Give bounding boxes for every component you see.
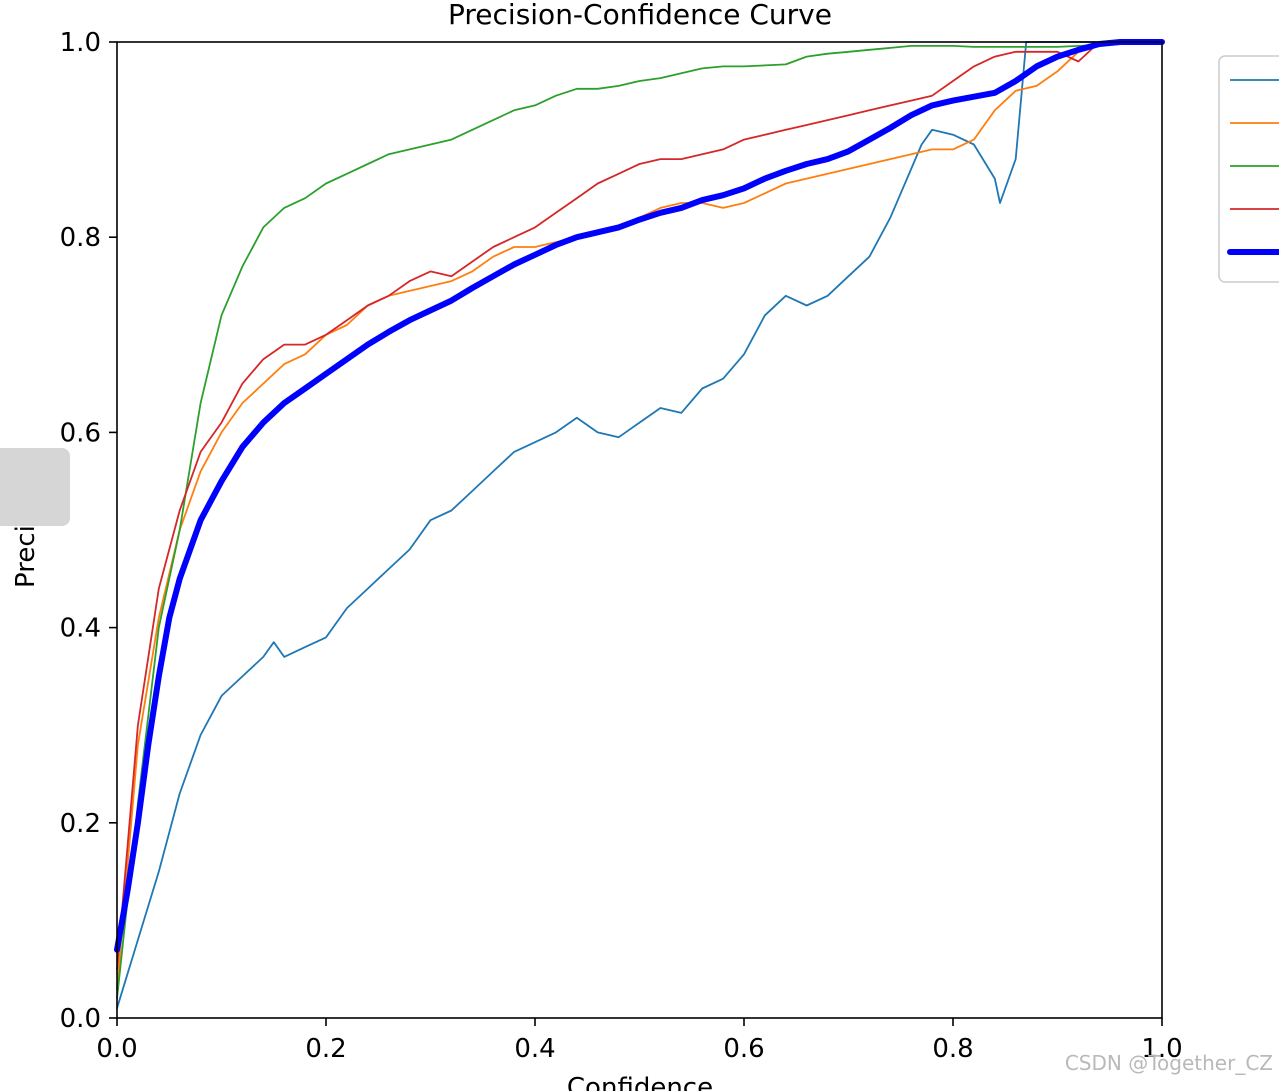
legend-box	[1218, 55, 1279, 283]
x-tick-label: 0.8	[932, 1034, 973, 1064]
y-tick-label: 0.6	[60, 418, 101, 448]
y-tick-label: 1.0	[60, 28, 101, 58]
series-line-class-0	[116, 41, 1163, 1010]
x-tick-label: 0.0	[96, 1034, 137, 1064]
series-line-class-1	[116, 41, 1163, 990]
x-tick-label: 1.0	[1141, 1034, 1182, 1064]
y-tick-label: 0.8	[60, 223, 101, 253]
x-tick-label: 0.6	[723, 1034, 764, 1064]
axes-frame	[116, 41, 1163, 1019]
x-axis-label: Confidence	[567, 1073, 713, 1091]
legend	[1218, 55, 1279, 283]
series-lines	[114, 39, 1165, 1010]
chart-title: Precision-Confidence Curve	[448, 0, 832, 31]
side-panel-tab[interactable]	[0, 448, 70, 526]
y-tick-label: 0.0	[60, 1004, 101, 1034]
y-axis-ticks: 0.0 0.2 0.4 0.6 0.8 1.0	[60, 28, 117, 1034]
series-line-class-2	[116, 41, 1163, 1000]
series-line-class-3	[116, 41, 1163, 971]
y-tick-label: 0.4	[60, 614, 101, 644]
x-tick-label: 0.2	[305, 1034, 346, 1064]
watermark: CSDN @Together_CZ	[1064, 1051, 1273, 1075]
x-tick-label: 0.4	[514, 1034, 555, 1064]
x-axis-ticks: 0.0 0.2 0.4 0.6 0.8 1.0	[96, 1018, 1183, 1064]
series-line-all-classes	[114, 39, 1165, 953]
y-tick-label: 0.2	[60, 809, 101, 839]
